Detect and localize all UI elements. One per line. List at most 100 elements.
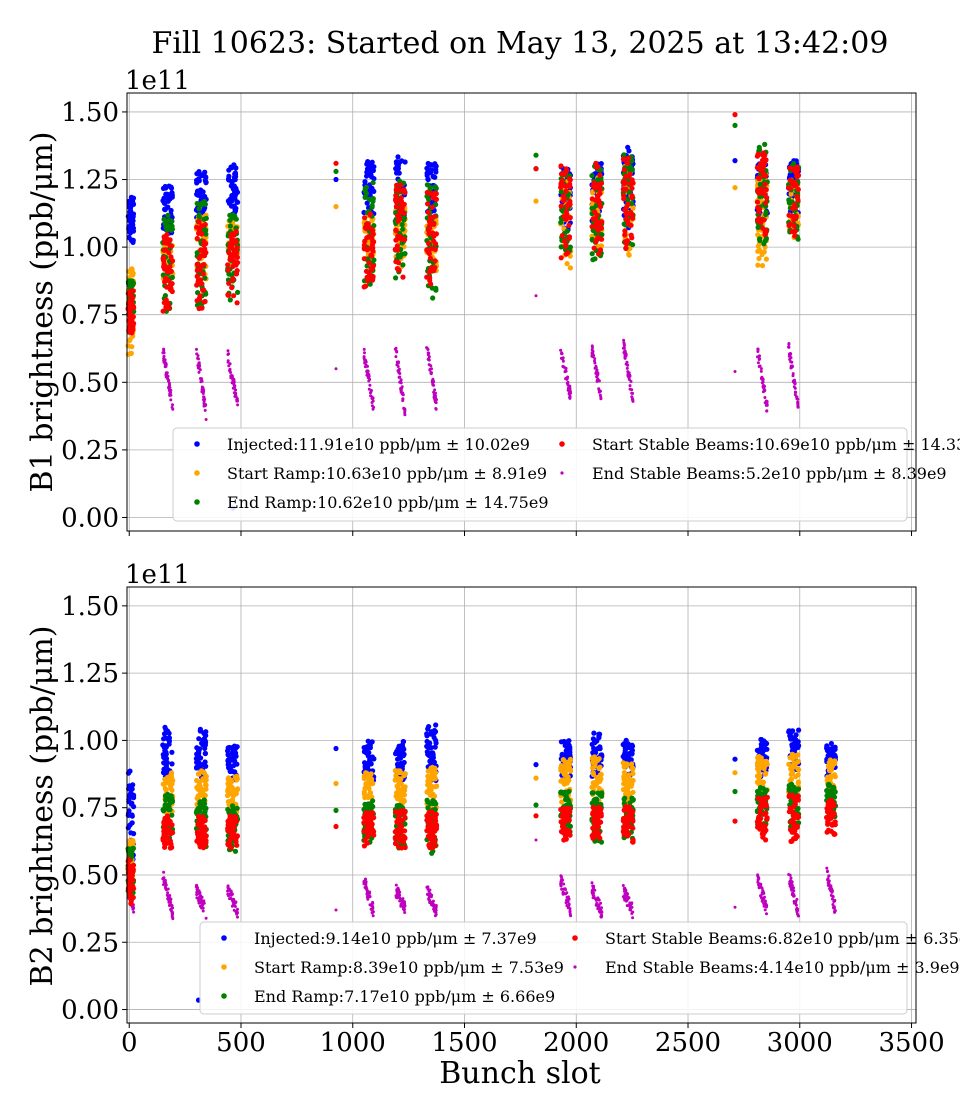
data-point — [361, 284, 367, 290]
data-point — [568, 395, 572, 399]
data-point — [765, 409, 769, 413]
data-point — [371, 756, 377, 762]
data-point — [364, 750, 370, 756]
data-point — [831, 894, 835, 898]
data-point — [131, 804, 137, 810]
data-point — [364, 173, 370, 179]
data-point — [433, 167, 439, 173]
data-point — [226, 349, 230, 353]
data-point — [595, 368, 599, 372]
data-point — [132, 910, 136, 914]
data-point — [401, 399, 405, 403]
data-point — [430, 769, 436, 775]
data-point — [564, 203, 570, 209]
data-point — [824, 747, 831, 754]
data-point — [596, 896, 600, 900]
data-point — [757, 773, 763, 779]
data-point — [597, 746, 603, 752]
data-point — [372, 405, 376, 409]
y-scale-label: 1e11 — [125, 66, 190, 96]
data-point — [162, 724, 168, 731]
data-point — [226, 360, 230, 364]
data-point — [432, 265, 438, 271]
data-point — [200, 739, 206, 745]
data-point — [568, 768, 574, 774]
data-point — [622, 346, 626, 350]
data-point — [624, 238, 631, 244]
data-point — [366, 260, 372, 266]
data-point — [161, 736, 167, 742]
data-point — [367, 790, 374, 796]
data-point — [790, 880, 794, 884]
data-point — [424, 182, 430, 188]
data-point — [762, 181, 768, 187]
data-point — [567, 177, 573, 183]
series-injected — [125, 144, 802, 245]
data-point — [202, 745, 208, 752]
data-point — [791, 893, 795, 897]
data-point — [433, 722, 439, 728]
data-point — [402, 907, 406, 911]
data-point — [364, 235, 370, 241]
data-point — [227, 888, 231, 892]
data-point — [401, 236, 407, 242]
legend-marker — [559, 441, 565, 447]
data-point — [625, 898, 629, 902]
data-point — [362, 179, 368, 185]
data-point — [229, 803, 236, 809]
data-point — [591, 346, 594, 350]
data-point — [171, 403, 174, 407]
data-point — [628, 232, 634, 238]
data-point — [196, 219, 202, 225]
data-point — [563, 242, 569, 248]
data-point — [561, 365, 565, 368]
data-point — [621, 152, 627, 158]
data-point — [789, 742, 795, 748]
data-point — [789, 876, 793, 880]
data-point — [566, 742, 572, 748]
legend: Injected:11.91e10 ppb/μm ± 10.02e9Start … — [172, 427, 960, 522]
data-point — [427, 214, 434, 221]
data-point — [163, 218, 169, 224]
data-point — [625, 366, 629, 370]
data-point — [629, 380, 633, 383]
data-point — [369, 739, 375, 745]
data-point — [361, 256, 367, 262]
data-point — [430, 295, 436, 301]
data-point — [160, 781, 166, 787]
data-point — [590, 881, 594, 885]
data-point — [368, 771, 374, 777]
data-point — [757, 358, 761, 361]
data-point — [795, 910, 799, 914]
data-point — [431, 221, 437, 227]
data-point — [166, 305, 172, 311]
data-point — [627, 378, 631, 381]
data-point — [790, 364, 794, 368]
data-point — [561, 213, 567, 220]
data-point — [533, 198, 539, 204]
data-point — [796, 907, 800, 911]
data-point — [199, 380, 203, 384]
data-point — [236, 915, 239, 919]
data-point — [195, 785, 201, 791]
data-point — [756, 144, 762, 150]
data-point — [163, 223, 169, 229]
data-point — [429, 246, 435, 252]
data-point — [757, 883, 761, 887]
data-point — [196, 750, 202, 756]
data-point — [622, 795, 628, 801]
data-point — [366, 364, 369, 368]
data-point — [764, 746, 770, 752]
data-point — [235, 199, 241, 205]
data-point — [762, 141, 768, 147]
data-point — [130, 794, 136, 800]
data-point — [194, 298, 200, 304]
data-point — [757, 886, 761, 890]
data-point — [589, 205, 595, 211]
data-point — [620, 192, 627, 198]
data-point — [399, 205, 405, 212]
data-point — [167, 243, 173, 249]
data-point — [755, 232, 761, 238]
data-point — [400, 274, 406, 280]
data-point — [789, 228, 795, 235]
